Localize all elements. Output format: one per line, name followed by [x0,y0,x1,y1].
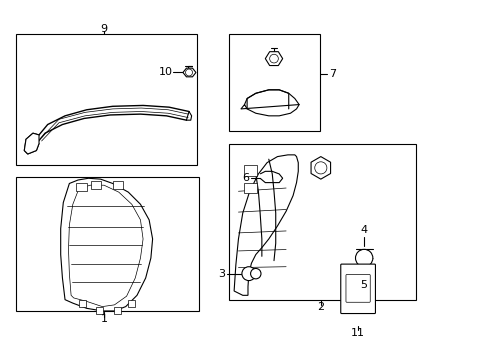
Circle shape [242,267,255,280]
Text: 11: 11 [350,328,365,338]
Bar [16,176,199,311]
Bar [128,300,135,307]
Polygon shape [61,178,152,311]
Bar [113,181,123,189]
Text: 3: 3 [218,269,225,279]
Circle shape [250,269,261,279]
Polygon shape [24,133,39,154]
FancyBboxPatch shape [345,275,369,302]
Circle shape [185,69,192,76]
Text: 1: 1 [101,314,107,324]
Text: 4: 4 [360,225,367,235]
Bar [79,300,86,307]
Bar [16,34,197,165]
Circle shape [355,249,372,267]
Text: 7: 7 [329,69,336,79]
Polygon shape [183,68,196,77]
Text: 6: 6 [242,173,249,183]
Bar [96,307,103,314]
Bar [243,183,256,193]
Bar [243,165,256,176]
Text: 2: 2 [317,302,324,312]
Bar [91,181,101,189]
Polygon shape [68,185,143,307]
Polygon shape [234,155,298,295]
Circle shape [314,162,326,174]
Bar [113,307,120,314]
Circle shape [358,284,368,294]
Polygon shape [265,52,282,66]
Bar [228,34,319,131]
Text: 10: 10 [158,67,172,77]
Text: 5: 5 [360,280,367,290]
FancyBboxPatch shape [340,264,375,314]
Bar [76,184,86,191]
Text: 9: 9 [100,24,107,34]
Circle shape [269,54,278,63]
Bar [228,144,415,300]
